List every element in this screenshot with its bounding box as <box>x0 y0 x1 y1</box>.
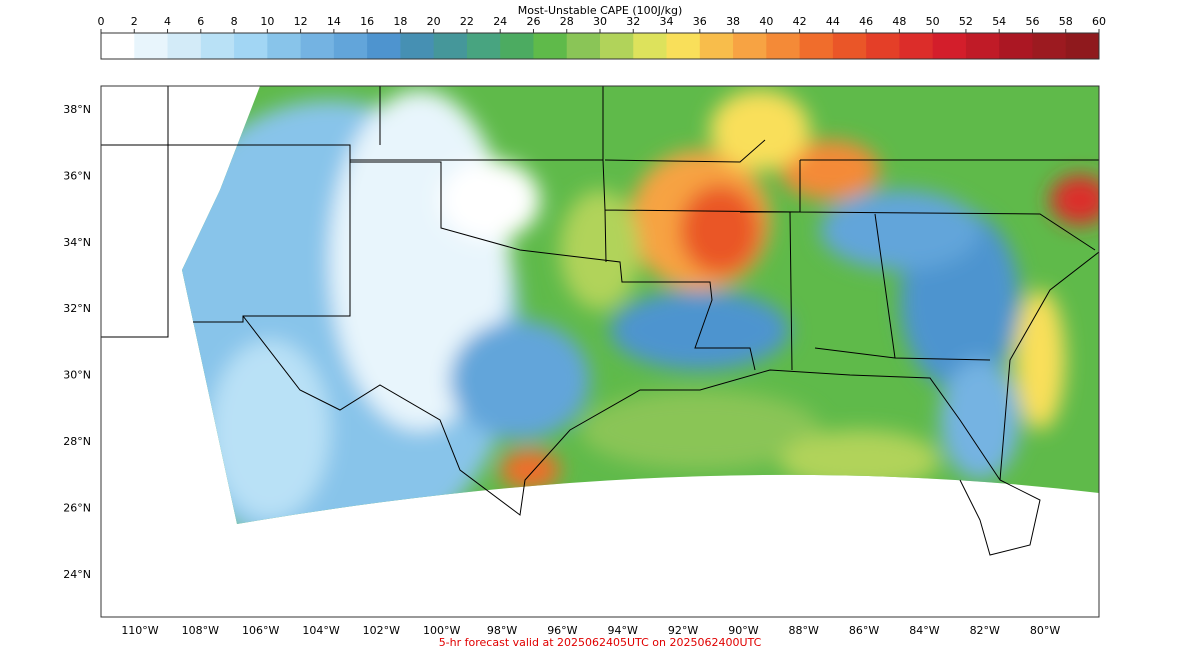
lon-label: 106°W <box>242 624 279 637</box>
colorbar-segment <box>333 33 368 59</box>
colorbar-segment <box>799 33 834 59</box>
lon-label: 80°W <box>1030 624 1060 637</box>
colorbar-segment <box>566 33 601 59</box>
colorbar-tick-label: 48 <box>892 15 906 28</box>
colorbar-tick-label: 46 <box>859 15 873 28</box>
lon-label: 90°W <box>728 624 758 637</box>
colorbar-tick-label: 22 <box>460 15 474 28</box>
colorbar-tick-label: 58 <box>1059 15 1073 28</box>
cape-field <box>182 86 1099 524</box>
lon-label: 82°W <box>970 624 1000 637</box>
colorbar-segment <box>267 33 302 59</box>
colorbar-tick-label: 36 <box>693 15 707 28</box>
colorbar-segment <box>433 33 468 59</box>
colorbar: 0 2 4 6 8 10 12 14 16 18 20 22 24 26 28 30 32 34 36 38 40 42 4… <box>98 15 1106 59</box>
colorbar-tick-label: 34 <box>660 15 674 28</box>
colorbar-tick-label: 18 <box>393 15 407 28</box>
colorbar-segment <box>766 33 801 59</box>
colorbar-tick-label: 44 <box>826 15 840 28</box>
colorbar-tick-label: 12 <box>294 15 308 28</box>
colorbar-segment <box>1032 33 1067 59</box>
lat-label: 28°N <box>63 435 91 448</box>
colorbar-segment <box>134 33 169 59</box>
lon-label: 108°W <box>182 624 219 637</box>
colorbar-segment <box>899 33 934 59</box>
colorbar-tick-label: 6 <box>197 15 204 28</box>
lon-label: 84°W <box>909 624 939 637</box>
colorbar-segment <box>932 33 967 59</box>
boundaries <box>101 86 1100 556</box>
map-frame <box>100 85 1100 618</box>
colorbar-tick-label: 30 <box>593 15 607 28</box>
lat-label: 32°N <box>63 302 91 315</box>
colorbar-segment <box>1065 33 1100 59</box>
colorbar-segment <box>500 33 534 59</box>
colorbar-tick-label: 2 <box>131 15 138 28</box>
colorbar-frame <box>100 32 1100 60</box>
lon-label: 96°W <box>547 624 577 637</box>
colorbar-tick-label: 40 <box>759 15 773 28</box>
colorbar-tick-label: 60 <box>1092 15 1106 28</box>
colorbar-title: Most-Unstable CAPE (100J/kg) <box>518 4 683 17</box>
lon-label: 100°W <box>423 624 460 637</box>
colorbar-segment <box>965 33 1000 59</box>
colorbar-segment <box>367 33 401 59</box>
colorbar-tick-label: 20 <box>427 15 441 28</box>
colorbar-segment <box>234 33 268 59</box>
colorbar-tick-label: 8 <box>231 15 238 28</box>
lon-label: 92°W <box>668 624 698 637</box>
lon-label: 110°W <box>121 624 158 637</box>
colorbar-tick-label: 42 <box>793 15 807 28</box>
colorbar-tick-label: 54 <box>992 15 1006 28</box>
colorbar-tick-label: 38 <box>726 15 740 28</box>
colorbar-tick-label: 32 <box>626 15 640 28</box>
lat-label: 36°N <box>63 169 91 182</box>
colorbar-tick-label: 50 <box>926 15 940 28</box>
colorbar-segment <box>167 33 202 59</box>
lon-label: 86°W <box>849 624 879 637</box>
colorbar-tick-label: 56 <box>1025 15 1039 28</box>
forecast-footer: 5-hr forecast valid at 2025062405UTC on … <box>439 636 762 649</box>
colorbar-segment <box>400 33 435 59</box>
lon-label: 102°W <box>363 624 400 637</box>
colorbar-tick-label: 14 <box>327 15 341 28</box>
colorbar-tick-label: 28 <box>560 15 574 28</box>
colorbar-tick-label: 24 <box>493 15 507 28</box>
lon-label: 104°W <box>302 624 339 637</box>
lat-label: 24°N <box>63 568 91 581</box>
colorbar-segment <box>300 33 335 59</box>
colorbar-tick-label: 0 <box>98 15 105 28</box>
lon-label: 98°W <box>487 624 517 637</box>
colorbar-tick-label: 26 <box>526 15 540 28</box>
colorbar-segment <box>832 33 867 59</box>
colorbar-tick-label: 16 <box>360 15 374 28</box>
lon-label: 88°W <box>789 624 819 637</box>
colorbar-segment <box>200 33 235 59</box>
lon-label: 94°W <box>608 624 638 637</box>
colorbar-segment <box>600 33 634 59</box>
colorbar-segment <box>101 33 135 59</box>
colorbar-segment <box>999 33 1033 59</box>
lat-label: 26°N <box>63 501 91 514</box>
colorbar-segment <box>633 33 668 59</box>
colorbar-tick-label: 4 <box>164 15 171 28</box>
map-axes: 38°N 36°N 34°N 32°N 30°N 28°N 26°N 24°N 110°W 108… <box>63 103 1060 637</box>
colorbar-segment <box>699 33 734 59</box>
colorbar-segment <box>866 33 900 59</box>
lat-label: 34°N <box>63 236 91 249</box>
colorbar-segment <box>533 33 568 59</box>
colorbar-segment <box>733 33 767 59</box>
colorbar-segment <box>466 33 501 59</box>
colorbar-tick-label: 10 <box>260 15 274 28</box>
colorbar-segment <box>666 33 701 59</box>
lat-label: 30°N <box>63 369 91 382</box>
lat-label: 38°N <box>63 103 91 116</box>
colorbar-tick-label: 52 <box>959 15 973 28</box>
